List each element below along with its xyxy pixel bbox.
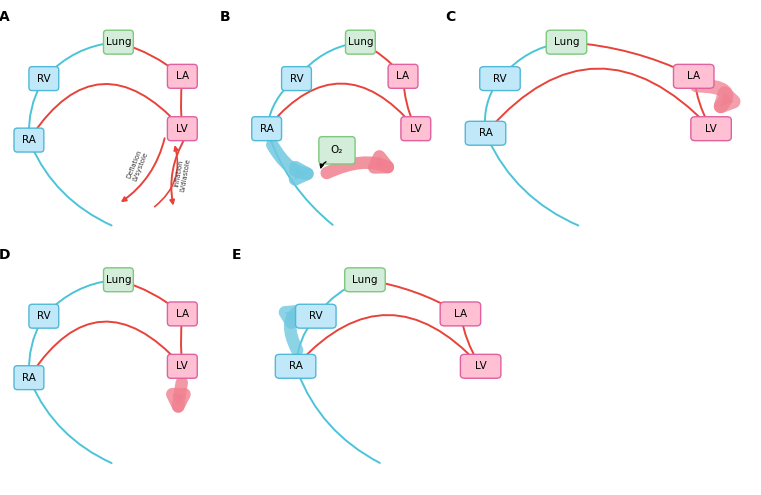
FancyBboxPatch shape (460, 354, 501, 378)
Text: Lung: Lung (352, 275, 377, 285)
FancyArrowPatch shape (298, 42, 355, 76)
FancyBboxPatch shape (465, 121, 506, 145)
FancyArrowPatch shape (30, 382, 112, 463)
FancyArrowPatch shape (170, 138, 185, 203)
FancyArrowPatch shape (461, 317, 478, 362)
FancyArrowPatch shape (29, 321, 41, 375)
FancyArrowPatch shape (172, 383, 184, 406)
FancyArrowPatch shape (267, 82, 293, 126)
Text: RV: RV (290, 74, 304, 84)
FancyBboxPatch shape (167, 64, 197, 88)
FancyArrowPatch shape (180, 79, 183, 124)
Text: Lung: Lung (106, 37, 131, 47)
Text: Inflation
LVdiastole: Inflation LVdiastole (173, 156, 192, 192)
Text: RA: RA (22, 135, 36, 145)
FancyArrowPatch shape (30, 145, 112, 226)
FancyBboxPatch shape (673, 64, 714, 88)
Text: O₂: O₂ (331, 146, 343, 155)
FancyArrowPatch shape (268, 133, 333, 225)
FancyArrowPatch shape (320, 162, 326, 168)
FancyBboxPatch shape (345, 268, 385, 292)
FancyArrowPatch shape (317, 281, 361, 314)
Text: RA: RA (260, 124, 274, 134)
FancyArrowPatch shape (29, 83, 41, 137)
FancyArrowPatch shape (270, 84, 414, 127)
Text: Lung: Lung (106, 275, 131, 285)
FancyArrowPatch shape (123, 138, 164, 201)
FancyArrowPatch shape (32, 84, 180, 136)
Text: LA: LA (176, 71, 189, 81)
FancyArrowPatch shape (46, 41, 113, 77)
FancyArrowPatch shape (299, 315, 479, 364)
Text: LA: LA (454, 309, 467, 319)
FancyArrowPatch shape (272, 145, 307, 179)
FancyArrowPatch shape (121, 281, 179, 311)
FancyArrowPatch shape (296, 320, 313, 363)
Text: RV: RV (493, 74, 507, 84)
FancyArrowPatch shape (485, 83, 497, 131)
FancyArrowPatch shape (46, 278, 113, 314)
FancyBboxPatch shape (14, 128, 44, 152)
Text: LV: LV (410, 124, 422, 134)
FancyBboxPatch shape (167, 117, 197, 141)
FancyBboxPatch shape (691, 117, 731, 141)
Text: RA: RA (288, 361, 303, 371)
FancyArrowPatch shape (32, 322, 180, 374)
Text: Lung: Lung (554, 37, 579, 47)
Text: LV: LV (177, 124, 188, 134)
FancyBboxPatch shape (275, 354, 316, 378)
FancyBboxPatch shape (29, 67, 59, 91)
FancyArrowPatch shape (285, 311, 298, 350)
FancyArrowPatch shape (403, 79, 414, 124)
Text: RA: RA (22, 373, 36, 383)
FancyBboxPatch shape (546, 30, 587, 54)
FancyBboxPatch shape (479, 67, 521, 91)
Text: LA: LA (687, 71, 700, 81)
Text: RV: RV (37, 311, 51, 321)
FancyBboxPatch shape (319, 137, 355, 164)
FancyBboxPatch shape (388, 64, 418, 88)
FancyBboxPatch shape (401, 117, 431, 141)
Text: E: E (232, 248, 241, 262)
FancyArrowPatch shape (489, 68, 709, 130)
FancyArrowPatch shape (180, 317, 183, 361)
FancyArrowPatch shape (121, 43, 179, 73)
Text: RV: RV (309, 311, 323, 321)
FancyBboxPatch shape (252, 117, 282, 141)
FancyArrowPatch shape (696, 86, 734, 106)
Text: LA: LA (176, 309, 189, 319)
Text: LV: LV (705, 124, 717, 134)
FancyArrowPatch shape (694, 79, 708, 124)
Text: Deflation
LVsystole: Deflation LVsystole (126, 148, 149, 182)
FancyBboxPatch shape (167, 302, 197, 326)
Text: B: B (220, 10, 231, 24)
FancyArrowPatch shape (569, 43, 689, 74)
FancyBboxPatch shape (103, 30, 133, 54)
FancyArrowPatch shape (501, 41, 562, 77)
Text: Lung: Lung (348, 37, 373, 47)
FancyArrowPatch shape (487, 138, 578, 226)
FancyBboxPatch shape (167, 354, 197, 378)
Text: LA: LA (396, 71, 409, 81)
Text: LV: LV (475, 361, 486, 371)
FancyBboxPatch shape (282, 67, 311, 91)
FancyBboxPatch shape (440, 302, 481, 326)
FancyArrowPatch shape (297, 371, 380, 463)
Text: C: C (445, 10, 455, 24)
Text: A: A (0, 10, 10, 24)
Text: D: D (0, 248, 11, 262)
FancyArrowPatch shape (326, 156, 388, 173)
FancyBboxPatch shape (295, 304, 336, 328)
FancyBboxPatch shape (103, 268, 133, 292)
FancyBboxPatch shape (345, 30, 375, 54)
FancyArrowPatch shape (154, 147, 178, 207)
Text: RV: RV (37, 74, 51, 84)
Text: RA: RA (479, 128, 492, 138)
FancyBboxPatch shape (29, 304, 59, 328)
FancyBboxPatch shape (14, 366, 44, 390)
FancyArrowPatch shape (368, 280, 456, 311)
FancyArrowPatch shape (363, 44, 400, 73)
Text: LV: LV (177, 361, 188, 371)
